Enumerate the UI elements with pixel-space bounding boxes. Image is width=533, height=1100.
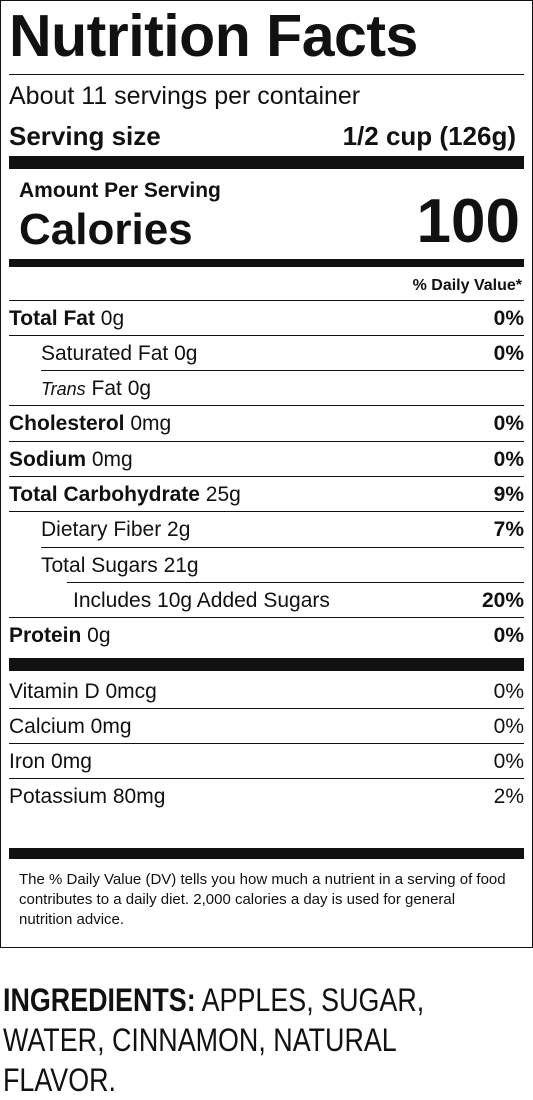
nutrient-row-total-carbohydrate: Total Carbohydrate 25g 9% [9, 477, 524, 511]
vitamin-name: Vitamin D 0mcg [9, 680, 157, 703]
nutrient-amount: 0g [94, 307, 125, 330]
nutrient-amount: 0mg [124, 412, 172, 435]
thick-divider [9, 658, 524, 671]
nutrient-dv: 20% [481, 589, 524, 612]
nutrient-name: Dietary Fiber 2g [41, 518, 191, 541]
vitamin-dv: 0% [493, 750, 524, 773]
nutrient-row-total-fat: Total Fat 0g 0% [9, 301, 524, 335]
vitamin-row-potassium: Potassium 80mg 2% [9, 779, 524, 813]
nutrient-dv: 7% [493, 518, 524, 541]
nutrient-name: Includes 10g Added Sugars [73, 589, 330, 612]
servings-per-container: About 11 servings per container [9, 82, 361, 110]
nutrient-name: Saturated Fat 0g [41, 342, 198, 365]
divider [41, 370, 524, 371]
nutrient-row-sodium: Sodium 0mg 0% [9, 442, 524, 476]
nutrient-amount: 0g [81, 624, 111, 647]
vitamin-name: Iron 0mg [9, 750, 92, 773]
vitamin-name: Calcium 0mg [9, 715, 132, 738]
divider [9, 300, 524, 301]
vitamin-dv: 0% [493, 715, 524, 738]
nutrient-row-saturated-fat: Saturated Fat 0g 0% [9, 336, 524, 370]
nutrient-dv: 9% [493, 483, 524, 506]
label-title: Nutrition Facts [9, 3, 418, 69]
nutrient-row-total-sugars: Total Sugars 21g [9, 548, 524, 582]
nutrient-name-bold: Total Fat [9, 307, 95, 330]
nutrient-row-added-sugars: Includes 10g Added Sugars 20% [9, 583, 524, 617]
vitamin-row-vitamin-d: Vitamin D 0mcg 0% [9, 674, 524, 708]
calories-label: Calories [19, 205, 193, 254]
divider [9, 743, 524, 744]
vitamin-dv: 2% [493, 785, 524, 808]
nutrient-amount: Fat 0g [85, 377, 152, 400]
nutrient-dv: 0% [493, 448, 524, 471]
nutrient-row-cholesterol: Cholesterol 0mg 0% [9, 406, 524, 440]
calories-value: 100 [416, 187, 520, 256]
vitamin-row-calcium: Calcium 0mg 0% [9, 709, 524, 743]
nutrient-dv: 0% [493, 624, 524, 647]
nutrient-row-protein: Protein 0g 0% [9, 618, 524, 652]
ingredients-heading: INGREDIENTS: [3, 982, 196, 1018]
vitamin-dv: 0% [493, 680, 524, 703]
nutrient-amount: 25g [199, 483, 241, 506]
ingredients-statement: INGREDIENTS: APPLES, SUGAR, WATER, CINNA… [3, 980, 507, 1100]
divider [9, 476, 524, 477]
nutrient-name-bold: Sodium [9, 448, 86, 471]
amount-per-serving: Amount Per Serving [19, 179, 221, 202]
divider [9, 778, 524, 779]
divider [41, 547, 524, 548]
vitamin-row-iron: Iron 0mg 0% [9, 744, 524, 778]
nutrient-amount: 0mg [86, 448, 133, 471]
nutrient-name-bold: Cholesterol [9, 412, 125, 435]
divider [9, 335, 524, 336]
nutrient-name-bold: Protein [9, 624, 82, 647]
daily-value-header: % Daily Value* [412, 277, 522, 294]
thick-divider [9, 259, 524, 267]
nutrient-dv: 0% [493, 412, 524, 435]
nutrient-dv: 0% [493, 342, 524, 365]
divider [9, 405, 524, 406]
nutrient-name-italic: Trans [41, 379, 86, 399]
nutrition-facts-label: Nutrition Facts About 11 servings per co… [0, 0, 533, 948]
divider [9, 511, 524, 512]
serving-size-value: 1/2 cup (126g) [342, 121, 516, 151]
serving-size-label: Serving size [9, 121, 161, 151]
divider [9, 74, 524, 75]
nutrient-name-bold: Total Carbohydrate [9, 483, 200, 506]
thick-divider [9, 848, 524, 859]
nutrient-row-dietary-fiber: Dietary Fiber 2g 7% [9, 512, 524, 546]
vitamin-name: Potassium 80mg [9, 785, 166, 808]
divider [9, 441, 524, 442]
divider [67, 582, 524, 583]
nutrient-name: Total Sugars 21g [41, 554, 199, 577]
divider [9, 708, 524, 709]
thick-divider [9, 156, 524, 169]
nutrient-row-trans-fat: Trans Fat 0g [9, 371, 524, 405]
divider [9, 617, 524, 618]
nutrient-dv: 0% [493, 307, 524, 330]
daily-value-footnote: The % Daily Value (DV) tells you how muc… [19, 871, 506, 928]
